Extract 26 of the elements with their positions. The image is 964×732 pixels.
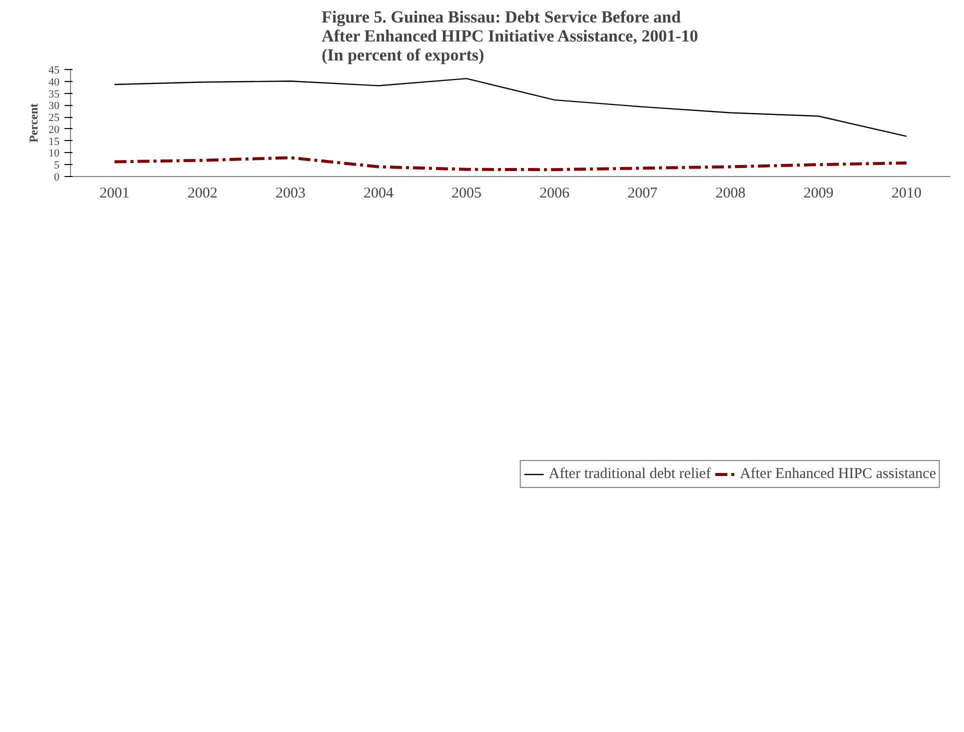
y-tick-label: 45: [48, 64, 60, 76]
x-tick-label: 2002: [188, 186, 218, 202]
x-tick-label: 2005: [452, 186, 482, 202]
x-tick-label: 2001: [100, 186, 130, 202]
x-tick-label: 2006: [540, 186, 570, 202]
x-tick-label: 2007: [628, 186, 658, 202]
chart-title: Figure 5. Guinea Bissau: Debt Service Before and After Enhanced HIPC Initiative Assistance, 2001-10 (In percent of exports): [322, 8, 698, 64]
x-tick-label: 2010: [892, 186, 922, 202]
y-tick-label: 40: [48, 76, 60, 88]
legend-label: After traditional debt relief: [548, 466, 711, 482]
y-axis-title: Percent: [26, 103, 40, 143]
y-tick-label: 0: [54, 172, 60, 184]
y-tick-label: 15: [48, 136, 60, 148]
line-series: [114, 78, 908, 137]
y-tick-label: 25: [48, 112, 60, 124]
y-tick-label: 20: [48, 124, 60, 136]
x-tick-label: 2009: [804, 186, 834, 202]
legend-label: After Enhanced HIPC assistance: [740, 466, 936, 482]
y-tick-label: 5: [54, 160, 60, 172]
y-tick-label: 30: [48, 100, 60, 112]
x-tick-label: 2008: [716, 186, 746, 202]
y-tick-label: 10: [48, 148, 60, 160]
x-tick-label: 2003: [276, 186, 306, 202]
x-tick-label: 2004: [364, 186, 394, 202]
y-tick-label: 35: [48, 88, 60, 100]
line-series: [113, 156, 908, 172]
